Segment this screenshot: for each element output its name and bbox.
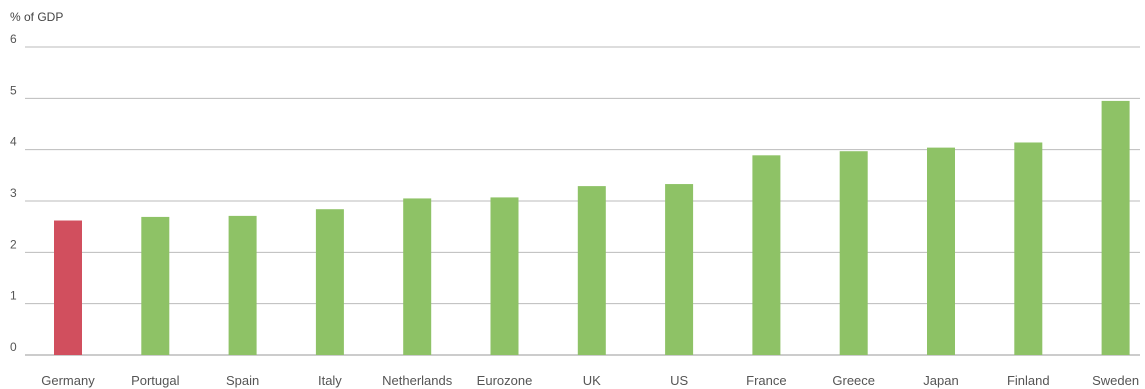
x-tick-label: France [746, 373, 786, 388]
x-tick-label: Finland [1007, 373, 1050, 388]
y-tick-label: 4 [10, 135, 17, 149]
x-tick-label: Eurozone [477, 373, 533, 388]
x-tick-label: Greece [832, 373, 875, 388]
bar-portugal [141, 216, 170, 355]
x-tick-label: Sweden [1092, 373, 1139, 388]
bar-eurozone [490, 197, 519, 355]
y-tick-label: 1 [10, 289, 17, 303]
bar-us [665, 184, 694, 355]
y-tick-label: 5 [10, 83, 17, 97]
x-tick-label: Netherlands [382, 373, 453, 388]
bar-japan [927, 147, 955, 355]
bar-germany [54, 220, 82, 355]
bar-greece [839, 151, 868, 355]
bar-finland [1014, 142, 1043, 355]
bar-sweden [1101, 100, 1130, 356]
y-tick-label: 6 [10, 32, 17, 46]
x-tick-label: Japan [923, 373, 958, 388]
bar-france [752, 155, 781, 355]
y-tick-label: 0 [10, 340, 17, 354]
bar-italy [315, 209, 344, 355]
y-tick-label: 3 [10, 186, 17, 200]
y-axis-unit-label: % of GDP [10, 10, 64, 24]
x-tick-label: Germany [41, 373, 95, 388]
y-tick-label: 2 [10, 237, 17, 251]
y-axis-ticks: 0 1 2 3 4 5 6 [10, 32, 17, 354]
x-tick-label: Spain [226, 373, 259, 388]
x-tick-label: Italy [318, 373, 342, 388]
bar-uk [577, 186, 606, 355]
bars [54, 100, 1130, 356]
x-tick-label: US [670, 373, 688, 388]
x-tick-label: UK [583, 373, 601, 388]
x-tick-label: Portugal [131, 373, 180, 388]
bar-netherlands [403, 198, 432, 355]
bar-spain [228, 215, 257, 355]
x-axis-ticks: Germany Portugal Spain Italy Netherlands Euro… [41, 373, 1139, 388]
